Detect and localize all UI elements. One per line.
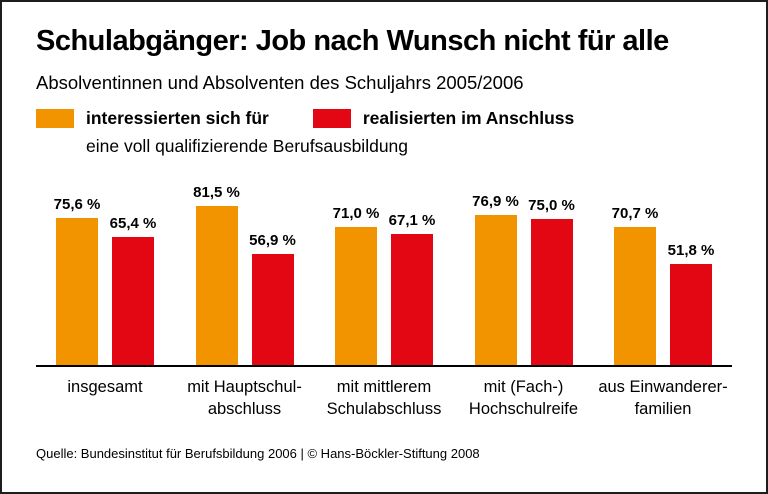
bar-group: 76,9 % 75,0 % xyxy=(455,193,593,365)
bar-value-label: 51,8 % xyxy=(667,241,715,259)
category-label: aus Einwanderer-familien xyxy=(598,377,728,418)
bar-orange xyxy=(614,226,656,365)
bar-group: 75,6 % 65,4 % xyxy=(36,196,174,365)
bar-column-red: 56,9 % xyxy=(249,231,296,365)
bar-value-label: 75,0 % xyxy=(528,196,575,214)
bar-chart: 75,6 % 65,4 % 81,5 % 56,9 % 71,0 % 67,1 % 76,9… xyxy=(36,171,732,420)
bar-column-red: 75,0 % xyxy=(528,196,575,365)
bar-value-label: 75,6 % xyxy=(53,195,101,213)
bar-orange xyxy=(335,226,377,365)
bar-column-orange: 70,7 % xyxy=(611,204,659,365)
bar-column-red: 67,1 % xyxy=(388,211,436,365)
legend-entry-orange: interessierten sich für xyxy=(36,108,269,129)
chart-subtitle: Absolventinnen und Absolventen des Schul… xyxy=(36,71,524,93)
source-line: Quelle: Bundesinstitut für Berufsbildung… xyxy=(36,445,480,461)
bar-red xyxy=(391,233,433,365)
bar-value-label: 70,7 % xyxy=(611,204,659,222)
legend-label-red: realisierten im Anschluss xyxy=(362,107,575,128)
bar-column-red: 65,4 % xyxy=(109,214,157,365)
bar-column-orange: 71,0 % xyxy=(332,204,380,365)
bar-group: 81,5 % 56,9 % xyxy=(176,184,314,365)
category-label: mit Hauptschul-abschluss xyxy=(187,377,302,418)
chart-categories: insgesamt mit Hauptschul-abschluss mit mit… xyxy=(36,376,732,420)
bar-column-orange: 75,6 % xyxy=(53,195,101,365)
bar-group: 70,7 % 51,8 % xyxy=(594,205,732,365)
bar-value-label: 65,4 % xyxy=(109,214,157,232)
bar-value-label: 71,0 % xyxy=(332,204,380,222)
bar-red xyxy=(530,218,573,365)
chart-plot: 75,6 % 65,4 % 81,5 % 56,9 % 71,0 % 67,1 % 76,9… xyxy=(36,171,732,367)
category-label: mit (Fach-) Hochschulreife xyxy=(468,377,579,418)
category-label: insgesamt xyxy=(67,377,143,396)
bar-column-red: 51,8 % xyxy=(667,241,715,365)
chart-title: Schulabgänger: Job nach Wunsch nicht für… xyxy=(36,25,669,57)
bar-value-label: 67,1 % xyxy=(388,211,436,229)
category-label: mit mittlerem Schulabschluss xyxy=(326,377,442,418)
bar-red xyxy=(112,236,154,365)
bar-group: 71,0 % 67,1 % xyxy=(315,205,453,365)
bar-red xyxy=(670,263,712,365)
bar-red xyxy=(251,253,294,365)
legend-entry-red: realisierten im Anschluss xyxy=(312,107,575,129)
legend-swatch-red xyxy=(312,108,351,128)
bar-orange xyxy=(474,214,517,365)
bar-column-orange: 76,9 % xyxy=(472,192,519,365)
legend-note: eine voll qualifizierende Berufsausbildu… xyxy=(86,135,409,156)
bar-column-orange: 81,5 % xyxy=(193,183,240,365)
bar-value-label: 56,9 % xyxy=(249,231,296,249)
bar-value-label: 76,9 % xyxy=(472,192,519,210)
legend-swatch-orange xyxy=(36,108,74,128)
bar-orange xyxy=(195,205,238,365)
bar-orange xyxy=(56,217,98,365)
bar-value-label: 81,5 % xyxy=(193,183,240,201)
legend-label-orange: interessierten sich für xyxy=(86,107,269,128)
legend: interessierten sich für realisierten im … xyxy=(36,108,732,129)
